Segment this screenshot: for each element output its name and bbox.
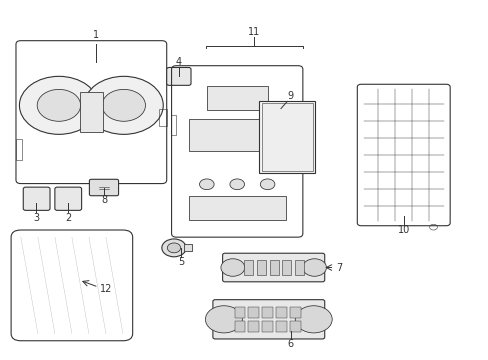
- Bar: [269, 260, 278, 275]
- Circle shape: [167, 243, 180, 253]
- Circle shape: [84, 76, 163, 134]
- Text: 12: 12: [100, 284, 112, 294]
- FancyBboxPatch shape: [166, 67, 191, 85]
- Bar: [159, 109, 166, 126]
- Bar: [282, 260, 290, 275]
- Bar: [289, 307, 300, 318]
- Circle shape: [20, 76, 98, 134]
- Bar: [289, 321, 300, 332]
- Bar: [80, 92, 102, 132]
- Text: 5: 5: [178, 257, 184, 267]
- Circle shape: [205, 306, 242, 333]
- Circle shape: [221, 259, 244, 276]
- Text: 8: 8: [101, 195, 107, 205]
- Bar: [234, 321, 245, 332]
- Bar: [248, 321, 259, 332]
- Circle shape: [295, 306, 331, 333]
- Text: 2: 2: [65, 212, 71, 222]
- Circle shape: [102, 89, 145, 121]
- Text: 11: 11: [247, 27, 260, 37]
- Bar: [244, 260, 253, 275]
- Text: 9: 9: [287, 91, 293, 101]
- Bar: [276, 307, 286, 318]
- Text: 4: 4: [176, 57, 182, 67]
- Circle shape: [302, 259, 326, 276]
- Bar: [234, 307, 245, 318]
- Bar: [206, 86, 267, 111]
- Bar: [248, 307, 259, 318]
- Text: 3: 3: [33, 212, 40, 222]
- FancyBboxPatch shape: [55, 187, 81, 210]
- Circle shape: [260, 179, 274, 190]
- Bar: [259, 102, 314, 173]
- Circle shape: [199, 179, 214, 190]
- FancyBboxPatch shape: [23, 187, 50, 210]
- Bar: [170, 115, 176, 135]
- FancyBboxPatch shape: [222, 253, 324, 282]
- Bar: [262, 321, 272, 332]
- Bar: [188, 118, 285, 152]
- Bar: [262, 307, 272, 318]
- FancyBboxPatch shape: [212, 300, 324, 339]
- Text: 7: 7: [336, 262, 342, 273]
- Circle shape: [37, 89, 81, 121]
- Bar: [261, 103, 312, 171]
- Bar: [188, 196, 285, 220]
- Bar: [294, 260, 303, 275]
- Bar: [183, 244, 192, 251]
- Text: 1: 1: [93, 30, 99, 40]
- Circle shape: [229, 179, 244, 190]
- Bar: [276, 321, 286, 332]
- FancyBboxPatch shape: [89, 179, 118, 196]
- Text: 6: 6: [287, 339, 293, 349]
- Circle shape: [162, 239, 186, 257]
- Bar: [257, 260, 265, 275]
- Text: 10: 10: [397, 225, 409, 235]
- Bar: [16, 139, 22, 159]
